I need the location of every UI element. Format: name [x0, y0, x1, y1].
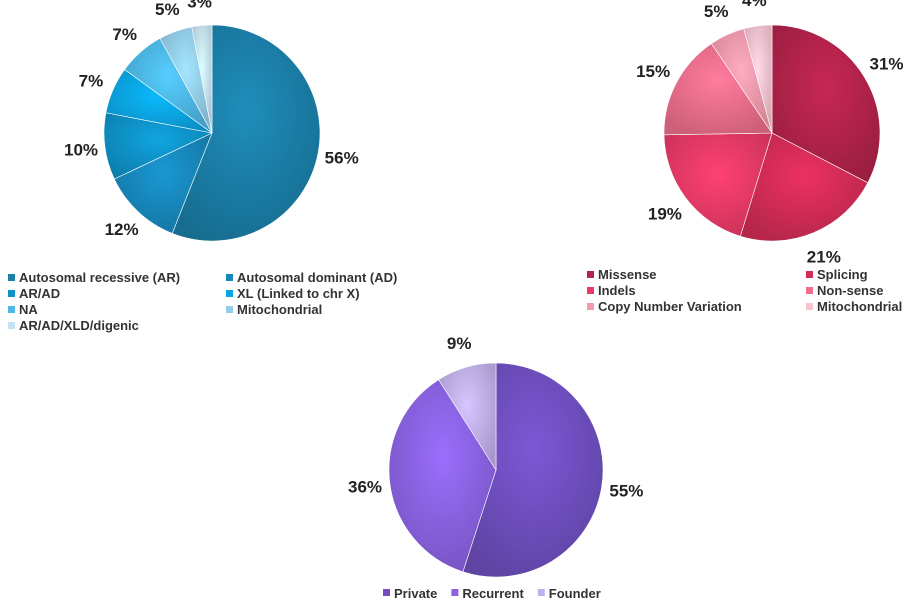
slice-label-xl-linked-to-chr-x: 7% [79, 72, 104, 91]
legend-item-mitochondrial: Mitochondrial [806, 299, 902, 314]
legend-swatch [8, 306, 15, 313]
slice-label-ar-ad: 10% [64, 141, 98, 160]
legend-label: Mitochondrial [817, 299, 902, 314]
legend-swatch [226, 306, 233, 313]
legend-swatch [451, 589, 459, 596]
legend-item-splicing: Splicing [806, 267, 868, 282]
variant-recurrence-pie: 55% 36% 9% [348, 334, 643, 578]
legend-item-missense: Missense [587, 267, 657, 282]
slice-label-private: 55% [609, 482, 643, 501]
legend-item-founder: Founder [537, 586, 601, 601]
legend-swatch [806, 287, 813, 294]
legend-item-autosomal-dominant-ad: Autosomal dominant (AD) [226, 270, 397, 285]
legend-label: NA [19, 302, 38, 317]
pie-slice-non-sense [663, 43, 773, 136]
legend-label: XL (Linked to chr X) [237, 286, 360, 301]
slice-label-splicing: 21% [807, 248, 841, 267]
legend-item-autosomal-recessive-ar: Autosomal recessive (AR) [8, 270, 180, 285]
slice-label-recurrent: 36% [348, 478, 382, 497]
legend-swatch [587, 271, 594, 278]
legend-item-xl-linked-to-chr-x: XL (Linked to chr X) [226, 286, 360, 301]
pie-slice-missense [771, 24, 881, 184]
pie-slice-private [462, 362, 604, 578]
pie-slice-indels [663, 132, 773, 237]
legend-label: AR/AD [19, 286, 60, 301]
slice-label-mitochondrial: 4% [742, 0, 767, 10]
inheritance-pie: 56% 12% 10% 7% 7% 5% 3% [64, 0, 359, 242]
legend-item-recurrent: Recurrent [451, 586, 524, 601]
slice-label-copy-number-variation: 5% [704, 2, 729, 21]
pie-slice-splicing [739, 132, 869, 242]
variant-type-legend: Missense Splicing Indels Non-sense Copy Numb… [587, 267, 902, 314]
legend-label: Recurrent [462, 586, 524, 601]
legend-label: Indels [598, 283, 636, 298]
pie-slice-recurrent [388, 379, 497, 573]
legend-swatch [587, 287, 594, 294]
slice-label-ar-ad-xld-digenic: 3% [187, 0, 212, 12]
legend-label: Splicing [817, 267, 868, 282]
legend-swatch [226, 290, 233, 297]
slice-label-founder: 9% [447, 334, 472, 353]
legend-swatch [226, 274, 233, 281]
legend-swatch [587, 303, 594, 310]
legend-item-ar-ad: AR/AD [8, 286, 60, 301]
pie-slice-ar-ad-xld-digenic [191, 24, 213, 134]
slice-label-indels: 19% [648, 205, 682, 224]
legend-label: Autosomal dominant (AD) [237, 270, 397, 285]
legend-item-na: NA [8, 302, 38, 317]
pie-slice-autosomal-dominant-ad [113, 132, 213, 234]
slice-label-missense: 31% [869, 55, 903, 74]
pie-slice-autosomal-recessive-ar [171, 24, 321, 242]
legend-swatch [806, 271, 813, 278]
slice-label-mitochondrial: 5% [155, 0, 180, 19]
legend-label: AR/AD/XLD/digenic [19, 318, 139, 333]
legend-item-non-sense: Non-sense [806, 283, 883, 298]
legend-swatch [383, 589, 390, 596]
legend-label: Founder [549, 586, 601, 601]
legend-label: Copy Number Variation [598, 299, 742, 314]
legend-swatch [806, 303, 813, 310]
legend-swatch [8, 290, 15, 297]
legend-item-ar-ad-xld-digenic: AR/AD/XLD/digenic [8, 318, 139, 333]
legend-swatch [8, 274, 15, 281]
legend-item-private: Private [383, 586, 437, 601]
variant-recurrence-legend: Private Recurrent Founder [383, 586, 601, 601]
legend-label: Private [394, 586, 437, 601]
legend-swatch [537, 589, 545, 596]
variant-type-pie: 31% 21% 19% 15% 5% 4% [636, 0, 903, 267]
legend-label: Mitochondrial [237, 302, 322, 317]
legend-label: Autosomal recessive (AR) [19, 270, 180, 285]
legend-label: Non-sense [817, 283, 883, 298]
slice-label-autosomal-recessive-ar: 56% [325, 149, 359, 168]
legend-item-mitochondrial: Mitochondrial [226, 302, 322, 317]
legend-item-copy-number-variation: Copy Number Variation [587, 299, 742, 314]
slice-label-na: 7% [112, 25, 137, 44]
pie-slice-founder [438, 362, 497, 472]
inheritance-legend: Autosomal recessive (AR) Autosomal domina… [8, 270, 397, 333]
pie-slice-mitochondrial [743, 24, 773, 134]
slice-label-non-sense: 15% [636, 62, 670, 81]
legend-item-indels: Indels [587, 283, 636, 298]
slice-label-autosomal-dominant-ad: 12% [105, 220, 139, 239]
legend-swatch [8, 322, 15, 329]
legend-label: Missense [598, 267, 657, 282]
